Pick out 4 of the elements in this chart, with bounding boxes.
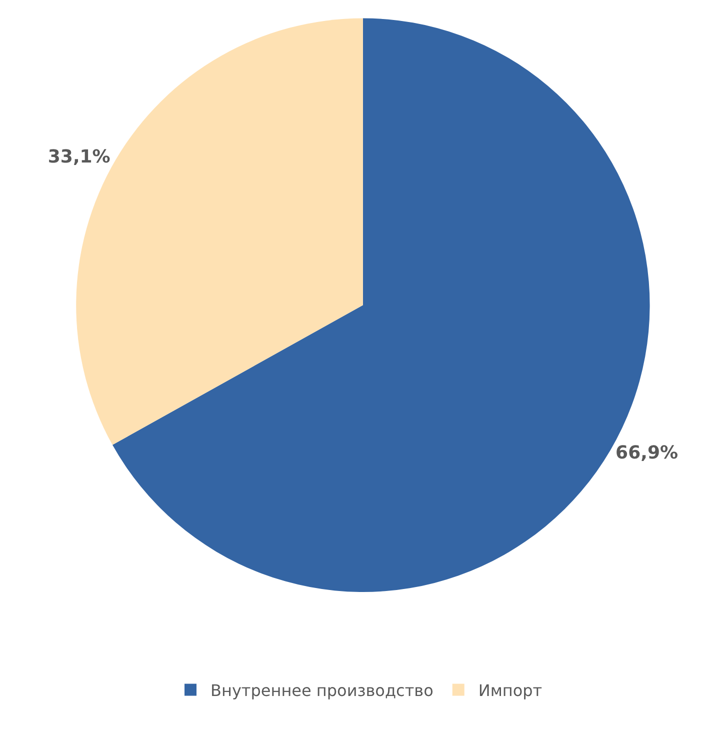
data-label: 33,1% bbox=[48, 146, 110, 168]
legend-label: Внутреннее производство bbox=[210, 680, 434, 700]
data-label: 66,9% bbox=[616, 442, 678, 464]
legend-label: Импорт bbox=[478, 680, 542, 700]
